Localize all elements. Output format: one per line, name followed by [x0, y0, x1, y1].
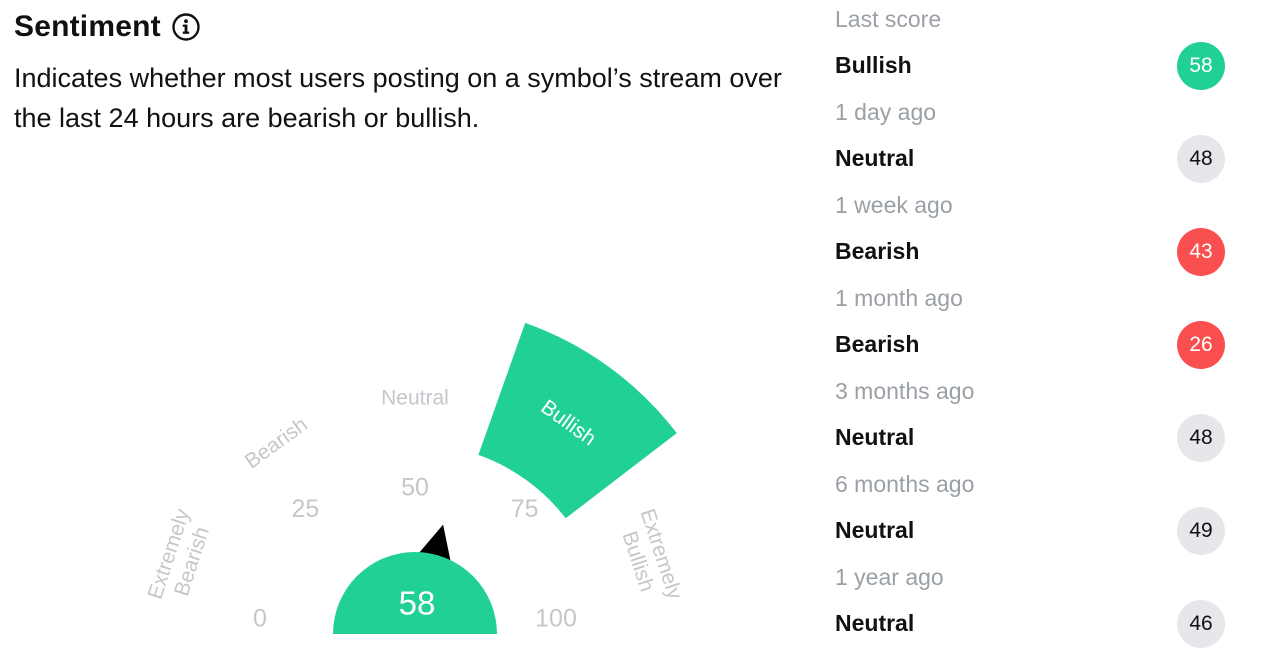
gauge-tick-25: 25 — [291, 495, 319, 523]
sentiment-history: Last score Bullish 58 1 day ago Neutral 48 1 w… — [835, 0, 1245, 664]
title-row: Sentiment — [14, 8, 814, 46]
gauge-tick-50: 50 — [401, 474, 429, 502]
gauge-zone-label-extremely-bearish: ExtremelyBearish — [144, 506, 218, 610]
history-sentiment-label: Bearish — [835, 238, 920, 264]
history-score-badge: 49 — [1177, 507, 1225, 555]
history-item: 1 week ago Bearish 43 — [835, 186, 1235, 279]
history-time: 3 months ago — [835, 378, 975, 404]
history-sentiment-label: Neutral — [835, 610, 915, 636]
page-title: Sentiment — [14, 10, 161, 43]
history-score-badge: 48 — [1177, 135, 1225, 183]
gauge-tick-0: 0 — [253, 605, 267, 633]
history-item: 3 months ago Neutral 48 — [835, 372, 1235, 465]
gauge-zone-label-extremely-bullish: ExtremelyBullish — [613, 506, 687, 610]
history-sentiment-label: Neutral — [835, 145, 915, 171]
gauge-tick-75: 75 — [511, 495, 539, 523]
history-time: 1 year ago — [835, 564, 944, 590]
history-score-badge: 26 — [1177, 321, 1225, 369]
sentiment-header: Sentiment Indicates whether most users p… — [14, 8, 814, 138]
history-score-badge: 58 — [1177, 42, 1225, 90]
history-time: 1 month ago — [835, 285, 963, 311]
gauge-zone-label-bearish: Bearish — [241, 413, 312, 473]
history-sentiment-label: Neutral — [835, 517, 915, 543]
history-item: 1 year ago Neutral 46 — [835, 558, 1235, 651]
svg-text:ExtremelyBearish: ExtremelyBearish — [144, 506, 218, 610]
history-score-badge: 46 — [1177, 600, 1225, 648]
gauge-current-score: 58 — [399, 585, 436, 622]
gauge-score-hub — [333, 552, 497, 634]
history-score-badge: 48 — [1177, 414, 1225, 462]
info-icon[interactable] — [171, 12, 201, 42]
history-time: Last score — [835, 6, 942, 32]
history-time: 6 months ago — [835, 471, 975, 497]
gauge-segment-bullish — [478, 322, 677, 519]
sentiment-gauge: Bullish Neutral Bearish ExtremelyBearish… — [144, 322, 687, 634]
history-sentiment-label: Bullish — [835, 52, 912, 78]
svg-text:ExtremelyBullish: ExtremelyBullish — [613, 506, 687, 610]
history-item: 1 month ago Bearish 26 — [835, 279, 1235, 372]
gauge-tick-100: 100 — [535, 605, 577, 633]
history-time: 1 week ago — [835, 192, 953, 218]
history-item: 1 day ago Neutral 48 — [835, 93, 1235, 186]
gauge-zone-label-neutral: Neutral — [381, 387, 449, 410]
history-score-badge: 43 — [1177, 228, 1225, 276]
sentiment-description: Indicates whether most users posting on … — [14, 63, 782, 133]
history-sentiment-label: Bearish — [835, 331, 920, 357]
history-time: 1 day ago — [835, 99, 937, 125]
history-sentiment-label: Neutral — [835, 424, 915, 450]
history-item: Last score Bullish 58 — [835, 0, 1235, 93]
history-item: 6 months ago Neutral 49 — [835, 465, 1235, 558]
